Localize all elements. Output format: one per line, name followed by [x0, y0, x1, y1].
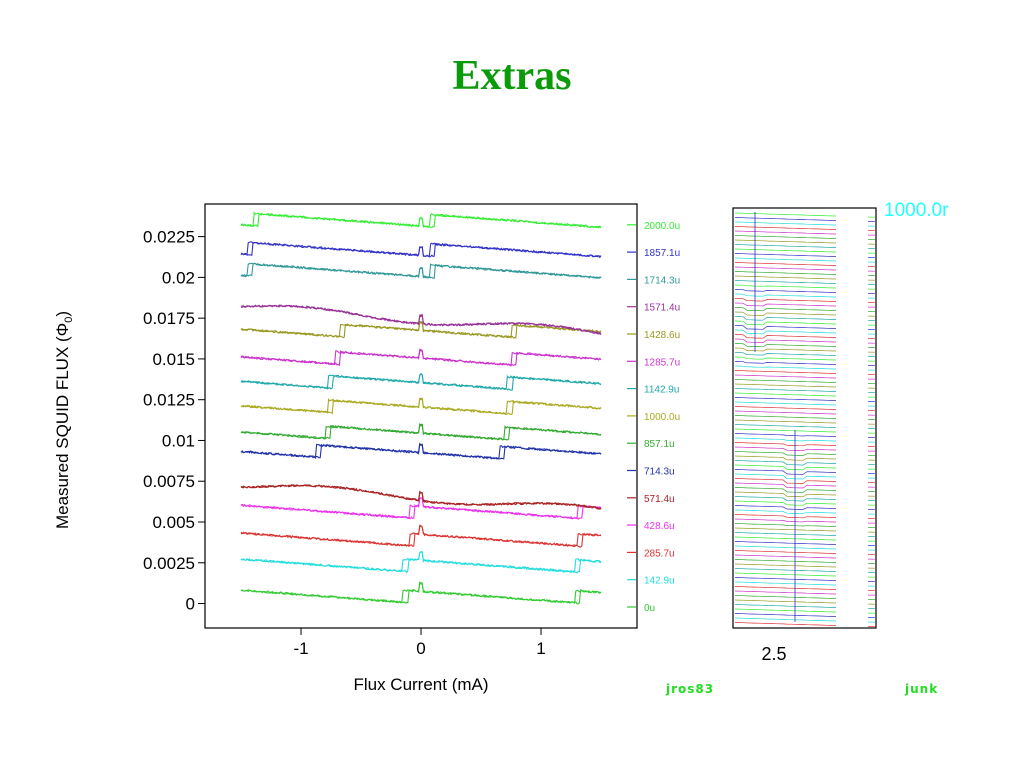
y-tick-label: 0.015	[152, 350, 195, 369]
series-line	[240, 372, 602, 391]
y-tick-label: 0.005	[152, 513, 195, 532]
series-line	[240, 213, 602, 229]
series-line	[240, 443, 602, 460]
x-tick-label: 0	[416, 639, 425, 658]
series-line	[240, 582, 601, 605]
legend-label: 714.3u	[644, 467, 675, 478]
legend-label: 1428.6u	[644, 330, 680, 341]
series-line	[240, 348, 602, 367]
legend-label: 1714.3u	[644, 275, 680, 286]
series-line	[240, 524, 602, 548]
legend-label: 1000.0u	[644, 412, 680, 423]
series-line	[240, 241, 602, 259]
legend-label: 1857.1u	[644, 248, 680, 259]
legend-label: 0u	[644, 603, 655, 614]
legend-label: 857.1u	[644, 439, 675, 450]
chart-legend-group: 0u 142.9u 285.7u 428.6u 571.4u 714.3u 857.1u 10…	[627, 221, 680, 614]
series-line	[240, 262, 602, 279]
series-line	[240, 397, 602, 416]
y-tick-label: 0.0075	[143, 472, 195, 491]
legend-label: 142.9u	[644, 576, 675, 587]
series-line	[240, 484, 602, 510]
series-line	[240, 211, 602, 229]
series-line	[240, 550, 602, 574]
series-line	[240, 320, 602, 339]
chart-series-group	[240, 211, 602, 605]
series-line	[240, 321, 602, 339]
slide-title: Extras	[452, 53, 572, 99]
y-tick-label: 0.0225	[143, 228, 195, 247]
y-tick-label: 0	[186, 595, 195, 614]
legend-label: 571.4u	[644, 494, 675, 505]
series-line	[240, 442, 602, 460]
series-line	[240, 397, 602, 415]
x-tick-label: 1	[536, 639, 545, 658]
y-tick-label: 0.0175	[143, 309, 195, 328]
series-line	[240, 484, 602, 510]
tag-jros83: jros83	[666, 682, 715, 696]
series-line	[240, 372, 602, 391]
series-line	[240, 304, 602, 335]
legend-label: 1285.7u	[644, 357, 680, 368]
x-axis-label: Flux Current (mA)	[353, 675, 488, 694]
y-tick-label: 0.0125	[143, 391, 195, 410]
y-axis-label: Measured SQUID FLUX (Φ0)	[53, 311, 75, 529]
legend-label: 2000.0u	[644, 221, 680, 232]
legend-label: 428.6u	[644, 521, 675, 532]
legend-label: 1571.4u	[644, 303, 680, 314]
y-tick-label: 0.01	[162, 431, 195, 450]
chart-ticks-group: -1 0 1 0 0.0025 0.005 0.0075 0.01 0.0125 0.015 0.0…	[143, 228, 546, 658]
series-line	[240, 497, 602, 520]
plot-frame	[204, 203, 638, 629]
series-line	[240, 304, 602, 335]
series-line	[240, 349, 602, 367]
x-tick-label: -1	[293, 639, 308, 658]
series-line	[240, 262, 602, 279]
series-line	[240, 241, 602, 258]
series-line	[240, 422, 602, 441]
series-line	[240, 423, 602, 441]
tag-junk: junk	[905, 682, 939, 696]
legend-label: 285.7u	[644, 548, 675, 559]
legend-label: 1142.9u	[644, 385, 679, 396]
y-tick-label: 0.0025	[143, 554, 195, 573]
y-tick-label: 0.02	[162, 268, 195, 287]
